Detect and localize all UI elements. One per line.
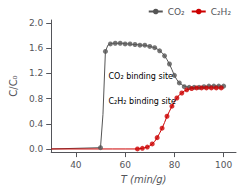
svg-text:0.8: 0.8 [29,94,44,104]
svg-text:40: 40 [70,160,82,170]
svg-text:C₂H₂: C₂H₂ [211,7,232,17]
svg-text:CO₂: CO₂ [168,7,185,17]
svg-text:1.2: 1.2 [29,68,43,78]
svg-text:0.0: 0.0 [29,144,44,154]
svg-text:T (min/g): T (min/g) [121,174,167,185]
svg-text:1.6: 1.6 [29,43,44,53]
svg-text:2.0: 2.0 [29,18,44,28]
svg-text:80: 80 [169,160,181,170]
svg-text:C₂H₂ binding site: C₂H₂ binding site [108,97,175,106]
svg-text:C/C₀: C/C₀ [8,75,19,96]
svg-text:60: 60 [119,160,131,170]
svg-text:100: 100 [215,160,232,170]
svg-text:CO₂ binding site: CO₂ binding site [108,72,173,81]
svg-text:0.4: 0.4 [29,119,44,129]
